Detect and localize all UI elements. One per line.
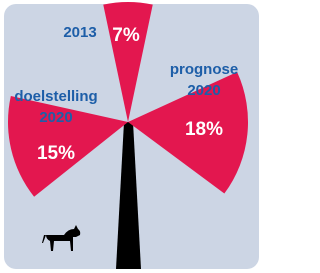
value-label: 15%	[37, 143, 75, 164]
blade-label: 2020	[187, 82, 220, 99]
blade-label: 2020	[39, 109, 72, 126]
blade-label: prognose	[170, 61, 238, 78]
blade-label: 2013	[63, 24, 96, 41]
infographic: 2013 7% doelstelling 2020 15% prognose 2…	[0, 0, 263, 273]
blade-label: doelstelling	[14, 88, 97, 105]
value-label: 18%	[185, 119, 223, 140]
value-label: 7%	[112, 25, 140, 46]
